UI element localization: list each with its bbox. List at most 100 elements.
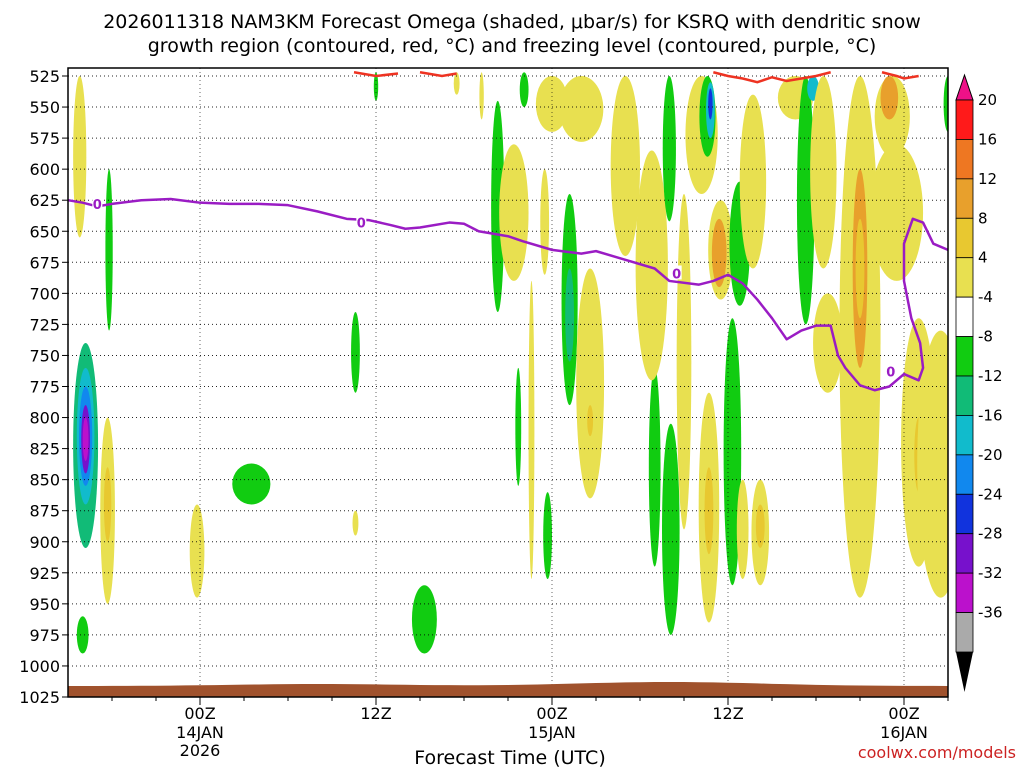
omega-blob [82,417,89,462]
omega-blob [855,218,865,319]
y-axis-ticks: 525 550 575 600 625 650 675 700 725 750 775 800 825 8… [19,67,68,707]
x-tick-label: 00Z [184,704,215,723]
omega-blob [352,510,359,536]
y-tick-label: 550 [29,98,60,117]
colorbar-swatch [955,375,974,416]
omega-blob [528,280,535,580]
colorbar-label: -8 [978,328,993,346]
chart-title-line2: growth region (contoured, red, °C) and f… [148,35,877,57]
y-tick-label: 800 [29,409,60,428]
omega-blob [736,479,749,580]
colorbar-label: -36 [978,604,1003,622]
x-axis-label: Forecast Time (UTC) [414,747,605,768]
colorbar-label: -4 [978,288,993,306]
colorbar-swatch [955,217,974,259]
y-tick-label: 650 [29,222,60,241]
omega-blob [708,88,713,120]
colorbar-label: 12 [978,170,997,188]
x-tick-date: 14JAN [176,723,224,742]
omega-blob [559,76,604,142]
colorbar-label: 8 [978,209,988,227]
omega-blob [189,504,205,598]
omega-blob [810,76,837,269]
omega-blob [373,72,379,101]
dendritic-growth-contour [353,71,919,84]
omega-blob [491,100,505,312]
omega-blob [76,616,89,654]
omega-shading [73,72,948,654]
omega-blob [813,293,843,393]
omega-blob [870,144,924,281]
omega-blob [351,311,360,393]
x-tick-label: 00Z [536,704,567,723]
omega-blob [711,218,727,288]
omega-blob [739,94,767,269]
freezing-label: 0 [672,267,681,282]
x-tick-label: 12Z [712,704,743,723]
y-tick-label: 925 [29,564,60,583]
colorbar-swatch [955,572,974,613]
omega-blob [232,463,271,505]
credit-text: coolwx.com/models [858,743,1016,762]
omega-blob [576,268,605,499]
omega-blob [411,585,437,654]
omega-blob [880,76,899,120]
freezing-label: 0 [886,366,895,381]
freezing-label-bg [885,363,896,378]
x-tick-year: 2026 [180,741,221,760]
omega-blob [73,75,87,238]
y-tick-label: 1025 [19,688,60,707]
omega-blob [540,169,550,275]
chart-title-line1: 2026011318 NAM3KM Forecast Omega (shaded… [103,11,921,33]
colorbar-label: -32 [978,564,1003,582]
omega-blob [610,76,640,257]
omega-blob [543,492,552,580]
colorbar-swatch [955,99,974,140]
colorbar-label: 20 [978,91,997,109]
y-tick-label: 775 [29,378,60,397]
omega-blob [796,76,815,325]
colorbar-label: -12 [978,367,1003,385]
omega-blob [453,72,460,95]
colorbar-swatch [955,493,974,535]
dgz-segment [713,71,831,84]
colorbar-swatch [955,257,974,298]
omega-blob [662,76,676,222]
omega-blob [648,367,661,567]
y-tick-label: 950 [29,595,60,614]
x-tick-label: 00Z [888,704,919,723]
freezing-label: 0 [357,217,366,232]
freezing-label-bg [92,195,103,210]
colorbar-label: -24 [978,485,1003,503]
omega-blob [105,169,113,331]
omega-blobs [73,72,948,654]
omega-blob [565,268,574,362]
omega-blob [587,405,594,437]
y-tick-label: 1000 [19,657,60,676]
x-tick-label: 12Z [360,704,391,723]
y-tick-label: 750 [29,346,60,365]
y-tick-label: 850 [29,471,60,490]
omega-blob [679,454,689,511]
y-tick-label: 700 [29,284,60,303]
colorbar-swatch [955,533,974,574]
y-tick-label: 675 [29,253,60,272]
omega-blob [755,504,765,548]
y-tick-label: 825 [29,440,60,459]
dgz-segment [353,71,399,78]
y-tick-label: 575 [29,129,60,148]
colorbar-label: -28 [978,525,1003,543]
omega-blob [635,150,668,381]
x-tick-date: 15JAN [528,723,576,742]
omega-blob [479,72,484,120]
omega-blob [535,76,569,132]
y-tick-label: 875 [29,502,60,521]
y-tick-label: 600 [29,160,60,179]
freezing-label-bg [671,265,682,280]
colorbar-label: -16 [978,406,1003,424]
omega-blob [515,367,522,486]
omega-blob [917,330,948,598]
colorbar-swatch [955,296,974,337]
